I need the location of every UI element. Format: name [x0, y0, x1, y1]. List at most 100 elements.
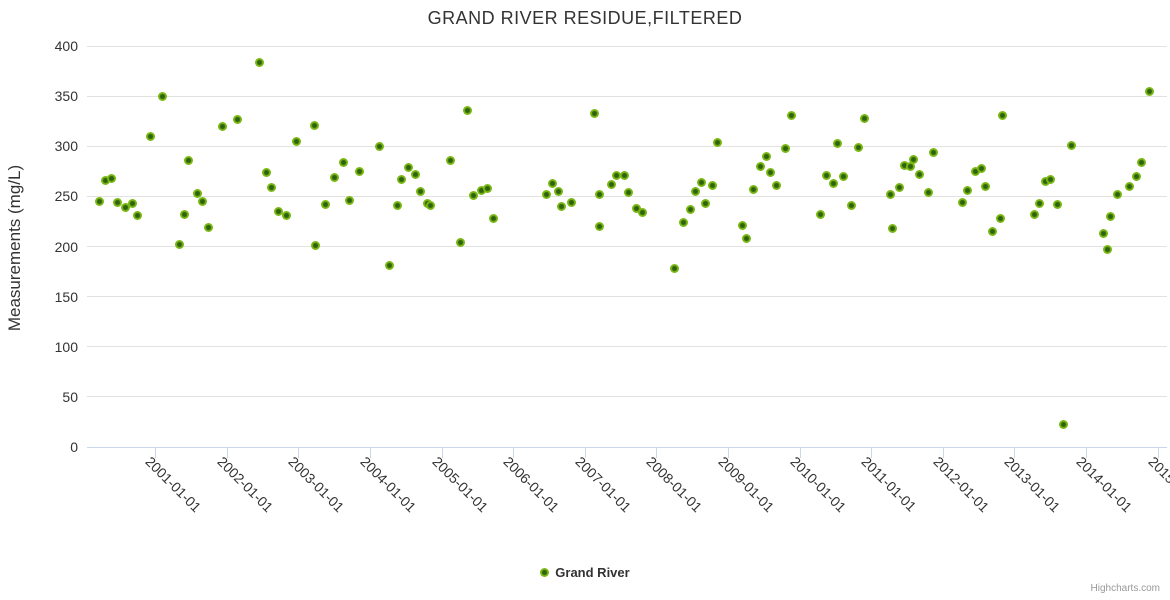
data-point[interactable]	[1046, 174, 1056, 184]
data-point[interactable]	[701, 198, 711, 208]
data-point[interactable]	[197, 196, 207, 206]
data-point[interactable]	[846, 200, 856, 210]
data-point[interactable]	[1059, 420, 1069, 430]
data-point[interactable]	[886, 189, 896, 199]
data-point[interactable]	[128, 198, 138, 208]
data-point[interactable]	[266, 182, 276, 192]
data-point[interactable]	[179, 209, 189, 219]
data-point[interactable]	[859, 113, 869, 123]
data-point[interactable]	[101, 175, 111, 185]
data-point[interactable]	[828, 178, 838, 188]
data-point[interactable]	[410, 169, 420, 179]
data-point[interactable]	[404, 162, 414, 172]
data-point[interactable]	[184, 155, 194, 165]
data-point[interactable]	[756, 161, 766, 171]
data-point[interactable]	[894, 182, 904, 192]
highcharts-credits-link[interactable]: Highcharts.com	[1090, 583, 1160, 594]
data-point[interactable]	[679, 217, 689, 227]
data-point[interactable]	[468, 190, 478, 200]
data-point[interactable]	[977, 163, 986, 173]
data-point[interactable]	[292, 136, 302, 146]
data-point[interactable]	[772, 180, 782, 190]
data-point[interactable]	[696, 177, 706, 187]
data-point[interactable]	[787, 110, 797, 120]
data-point[interactable]	[106, 173, 116, 183]
data-point[interactable]	[780, 143, 790, 153]
data-point[interactable]	[488, 213, 498, 223]
data-point[interactable]	[281, 210, 291, 220]
data-point[interactable]	[320, 199, 330, 209]
data-point[interactable]	[670, 264, 680, 274]
data-point[interactable]	[174, 239, 184, 249]
data-point[interactable]	[595, 189, 605, 199]
data-point[interactable]	[112, 197, 122, 207]
data-point[interactable]	[255, 57, 265, 67]
data-point[interactable]	[737, 220, 747, 230]
data-point[interactable]	[620, 170, 630, 180]
data-point[interactable]	[1125, 181, 1135, 191]
data-point[interactable]	[344, 195, 354, 205]
data-point[interactable]	[1137, 157, 1147, 167]
data-point[interactable]	[415, 186, 425, 196]
data-point[interactable]	[690, 186, 700, 196]
data-point[interactable]	[338, 157, 348, 167]
data-point[interactable]	[838, 171, 848, 181]
data-point[interactable]	[309, 120, 319, 130]
data-point[interactable]	[888, 223, 898, 233]
data-point[interactable]	[822, 170, 832, 180]
data-point[interactable]	[998, 110, 1008, 120]
data-point[interactable]	[685, 204, 695, 214]
data-point[interactable]	[1103, 245, 1113, 254]
data-point[interactable]	[121, 202, 131, 212]
data-point[interactable]	[707, 180, 717, 190]
data-point[interactable]	[133, 210, 143, 220]
data-point[interactable]	[1113, 189, 1123, 199]
data-point[interactable]	[981, 181, 991, 191]
data-point[interactable]	[262, 167, 272, 177]
data-point[interactable]	[631, 203, 641, 213]
data-point[interactable]	[908, 154, 918, 164]
data-point[interactable]	[1067, 140, 1077, 150]
data-point[interactable]	[749, 184, 759, 194]
data-point[interactable]	[477, 185, 487, 195]
data-point[interactable]	[1040, 176, 1050, 186]
data-point[interactable]	[542, 189, 552, 199]
data-point[interactable]	[924, 187, 933, 197]
data-point[interactable]	[204, 222, 214, 232]
data-point[interactable]	[232, 114, 242, 124]
data-point[interactable]	[970, 166, 980, 176]
data-point[interactable]	[396, 174, 406, 184]
data-point[interactable]	[1030, 209, 1039, 219]
data-point[interactable]	[482, 183, 492, 193]
data-point[interactable]	[1144, 86, 1154, 96]
data-point[interactable]	[310, 240, 320, 250]
data-point[interactable]	[94, 196, 104, 206]
data-point[interactable]	[590, 108, 600, 118]
data-point[interactable]	[623, 187, 633, 197]
data-point[interactable]	[638, 207, 648, 217]
data-point[interactable]	[766, 167, 776, 177]
data-point[interactable]	[1052, 199, 1062, 209]
data-point[interactable]	[762, 151, 772, 161]
data-point[interactable]	[594, 221, 604, 231]
data-point[interactable]	[607, 179, 617, 189]
data-point[interactable]	[456, 237, 466, 247]
data-point[interactable]	[1105, 211, 1115, 221]
data-point[interactable]	[462, 105, 472, 115]
data-point[interactable]	[963, 185, 973, 195]
data-point[interactable]	[995, 213, 1005, 223]
data-point[interactable]	[815, 209, 825, 219]
data-point[interactable]	[375, 141, 385, 151]
data-point[interactable]	[354, 166, 364, 176]
data-point[interactable]	[1132, 171, 1142, 181]
data-point[interactable]	[158, 91, 168, 101]
data-point[interactable]	[712, 137, 722, 147]
data-point[interactable]	[1098, 228, 1108, 238]
data-point[interactable]	[612, 170, 622, 180]
data-point[interactable]	[853, 142, 863, 152]
data-point[interactable]	[274, 206, 284, 216]
data-point[interactable]	[915, 169, 925, 179]
data-point[interactable]	[426, 200, 436, 210]
data-point[interactable]	[987, 226, 997, 236]
data-point[interactable]	[329, 172, 339, 182]
